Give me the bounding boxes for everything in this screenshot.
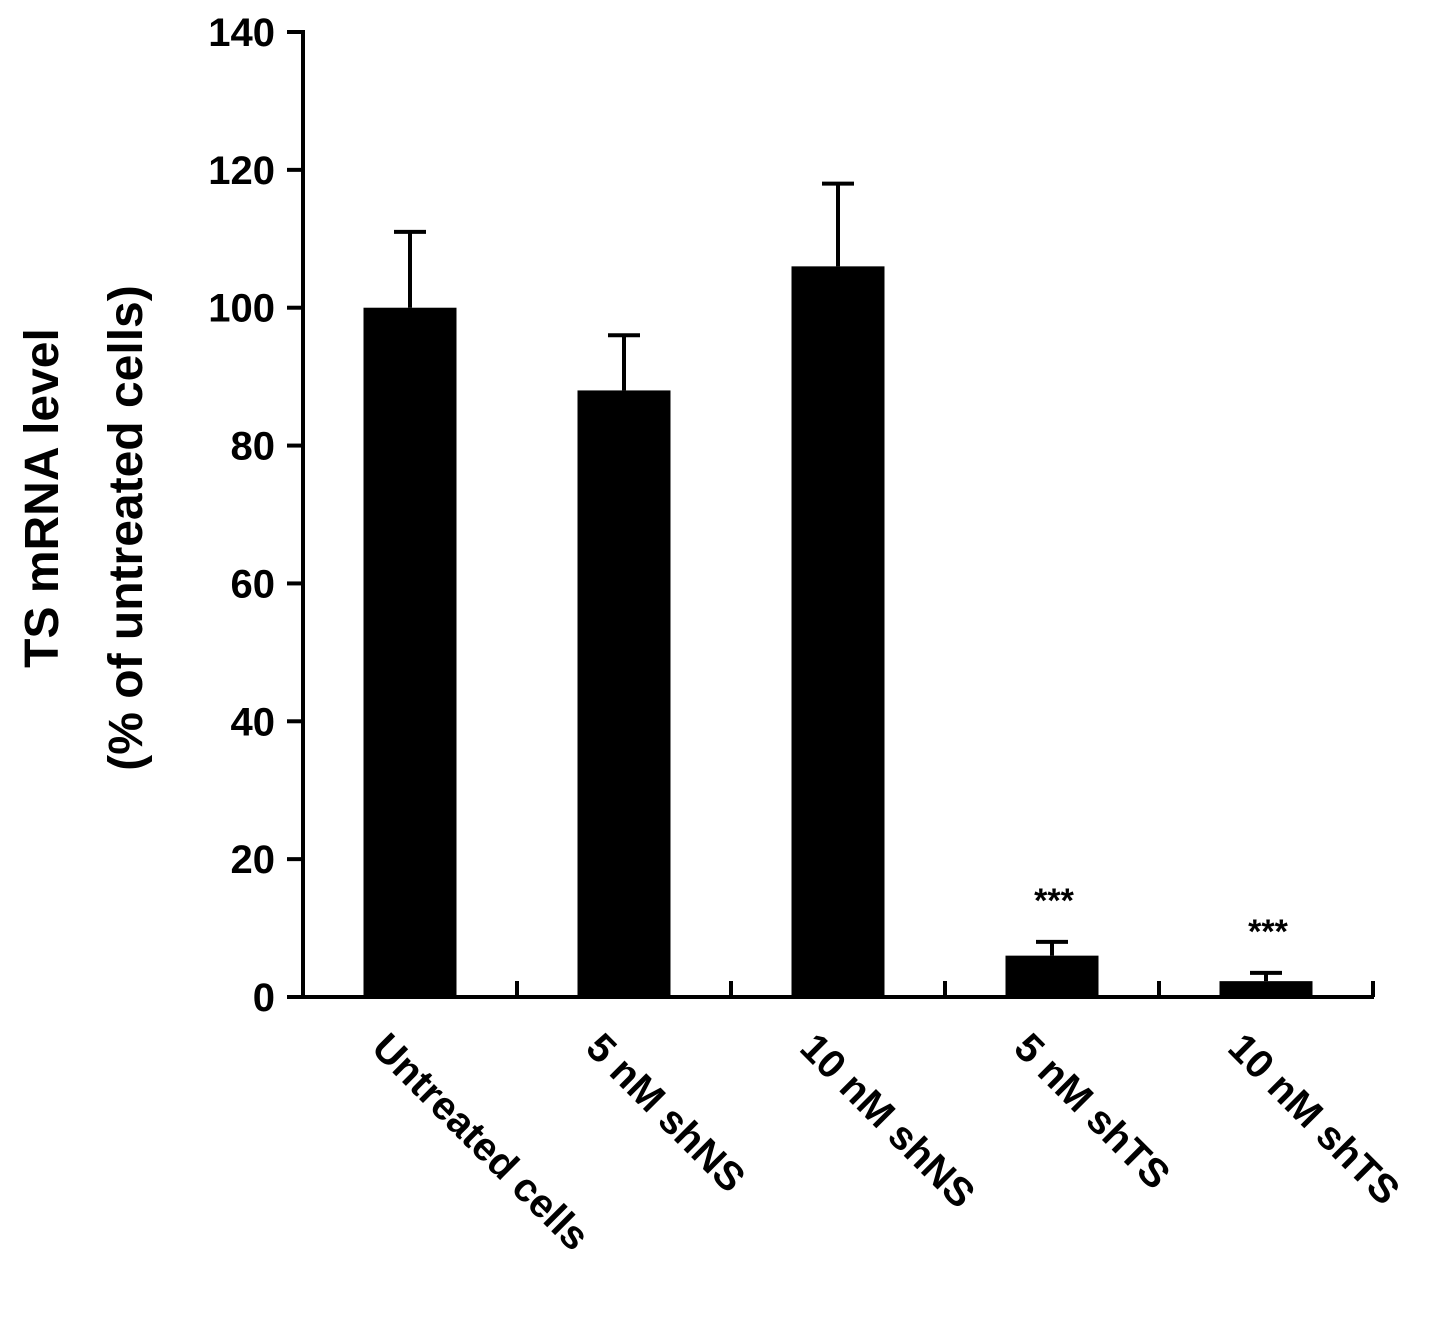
error-bars: [394, 181, 1282, 982]
y-tick-label: 140: [208, 11, 275, 55]
y-axis-label: TS mRNA level (% of untreated cells): [16, 285, 153, 770]
y-axis-label-line2: (% of untreated cells): [100, 285, 153, 770]
y-axis-label-line1: TS mRNA level: [16, 328, 69, 668]
y-tick-label: 80: [231, 425, 276, 469]
bar: [1219, 981, 1313, 997]
x-tick-label: 10 nM shNS: [792, 1025, 983, 1216]
y-tick-label: 100: [208, 287, 275, 331]
significance-marker: ***: [1034, 882, 1074, 920]
y-tick-label: 60: [231, 562, 276, 606]
y-tick-label: 120: [208, 149, 275, 193]
x-tick-label: 10 nM shTS: [1220, 1025, 1408, 1213]
y-tick-label: 0: [253, 976, 275, 1020]
bars: [363, 266, 1313, 997]
x-tick-label: 5 nM shNS: [578, 1025, 754, 1201]
significance-annotations: *** ***: [1034, 882, 1288, 951]
y-tick-label: 20: [231, 838, 276, 882]
bar: [791, 266, 885, 997]
x-tick-label: 5 nM shTS: [1006, 1025, 1179, 1198]
y-tick-label: 40: [231, 700, 276, 744]
y-ticks: 0 20 40 60 80 100 120 140: [208, 11, 303, 1020]
bar: [363, 307, 457, 997]
significance-marker: ***: [1248, 913, 1288, 951]
bar: [1005, 955, 1099, 997]
x-tick-label: Untreated cells: [364, 1025, 598, 1259]
bar: [577, 390, 671, 997]
